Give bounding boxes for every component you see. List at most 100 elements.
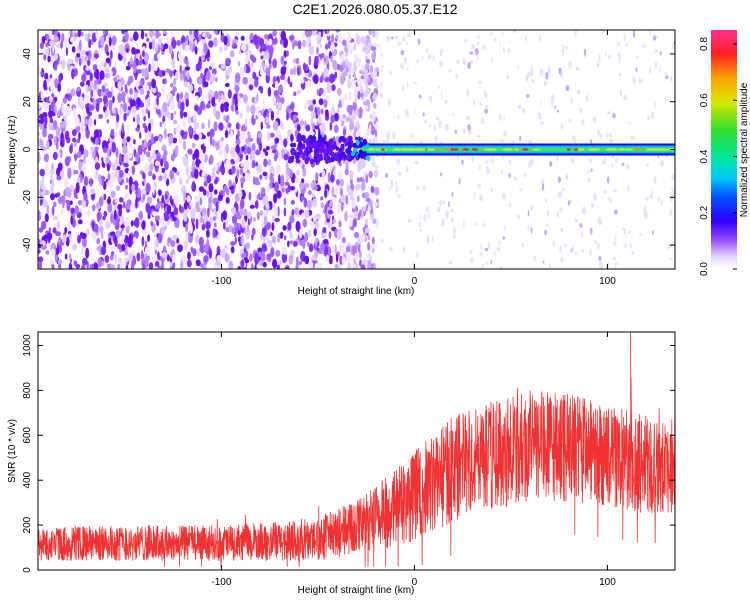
spectrogram-cell [276,110,280,115]
spectrogram-cell [479,195,484,202]
spectrogram-cell [303,103,308,109]
spectrogram-cell [141,50,145,57]
spectrogram-cell [124,217,130,227]
spectrogram-cell [574,251,577,256]
spectrogram-cell [293,163,298,168]
spectrogram-cell [104,109,109,118]
spectrogram-cell [275,164,282,175]
spectrogram-cell [331,106,335,116]
spectrogram-cell [490,32,493,36]
spectrogram-cell [40,212,43,218]
spectrogram-cell [358,108,364,114]
spectrogram-hotspot [618,148,624,151]
spectrogram-cell [330,174,335,183]
spectrogram-cell [225,197,230,204]
spectrogram-cell [302,39,306,48]
spectrogram-cell [89,188,95,195]
spectrogram-cell [144,138,147,148]
spectrogram-cell [272,58,278,69]
spectrogram-cell [236,169,240,179]
spectrogram-cell [265,51,270,60]
spectrogram-cell [366,253,372,261]
spectrogram-cell [357,153,362,159]
colorbar-tick-label: 0.2 [699,205,710,219]
spectrogram-cell [342,114,346,119]
spectrogram-cell [54,78,58,89]
spectrogram-cell [85,128,90,139]
spectrogram-hotspot [522,148,529,151]
spectrogram-cell [42,199,49,208]
spectrogram-cell [261,187,266,195]
spectrogram-cell [242,94,248,103]
spectrogram-cell [463,30,465,33]
spectrogram-cell [245,242,251,250]
spectrogram-cell [295,256,299,267]
spectrogram-cell [434,135,438,143]
spectrogram-cell [203,181,208,187]
spectrogram-cell [67,221,71,231]
spectrogram-cell [128,140,133,149]
spectrogram-cell [672,189,675,197]
spectrogram-cell [212,167,216,172]
spectrogram-cell [618,73,622,78]
spectrogram-cell [119,197,124,203]
spectrogram-cell [50,83,54,93]
spectrogram-cell [284,181,290,186]
spectrogram-cell [348,73,351,80]
spectrogram-cell [77,151,82,159]
spectrogram-cell [280,38,283,45]
spectrogram-cell [311,198,318,208]
spectrogram-cell [233,231,237,238]
spectrogram-cell [136,252,141,262]
spectrogram-cell [268,38,273,46]
spectrogram-cell [448,201,450,208]
spectrogram-cell [540,101,542,107]
spectrogram-cell [220,63,226,70]
spectrogram-cell [290,101,294,112]
spectrogram-cell [180,259,184,269]
spectrogram-cell [276,237,281,243]
spectrogram-cell [117,243,122,250]
spectrogram-cell [657,196,661,202]
spectrogram-cell [452,234,456,239]
spectrogram-xtick-label: -100 [211,276,231,287]
spectrogram-cell [273,90,279,97]
spectrogram-cell [149,163,154,171]
spectrogram-cell [123,154,129,165]
spectrogram-cell [288,240,294,245]
spectrogram-cell [62,97,67,104]
spectrogram-cell [251,159,256,169]
spectrogram-cell [213,90,219,100]
spectrogram-cell [300,195,305,201]
spectrogram-cell [331,186,335,197]
spectrogram-cell [631,251,634,255]
spectrogram-cell [487,242,491,249]
spectrogram-cell [312,140,318,148]
spectrogram-cell [161,70,166,77]
spectrogram-cell [560,227,564,233]
spectrogram-cell [597,129,601,136]
spectrogram-cell [88,117,93,128]
spectrogram-cell [283,138,288,148]
spectrogram-cell [310,111,316,120]
spectrogram-cell [66,91,72,102]
snr-ytick-label: 400 [22,471,33,488]
spectrogram-cell [173,86,177,93]
spectrogram-cell [257,111,262,119]
spectrogram-cell [490,57,493,62]
spectrogram-cell [118,235,124,244]
spectrogram-cell [221,161,225,169]
spectrogram-cell [61,234,67,244]
spectrogram-cell [356,177,361,183]
spectrogram-cell [669,195,674,202]
spectrogram-cell [226,114,230,121]
spectrogram-cell [219,140,224,148]
spectrogram-cell [150,221,154,227]
spectrogram-cell [41,220,47,230]
spectrogram-cell [322,227,327,234]
spectrogram-cell [212,215,216,222]
spectrogram-cell [344,70,348,77]
spectrogram-cell [214,30,219,35]
spectrogram-cell [390,36,394,40]
spectrogram-cell [208,94,212,100]
